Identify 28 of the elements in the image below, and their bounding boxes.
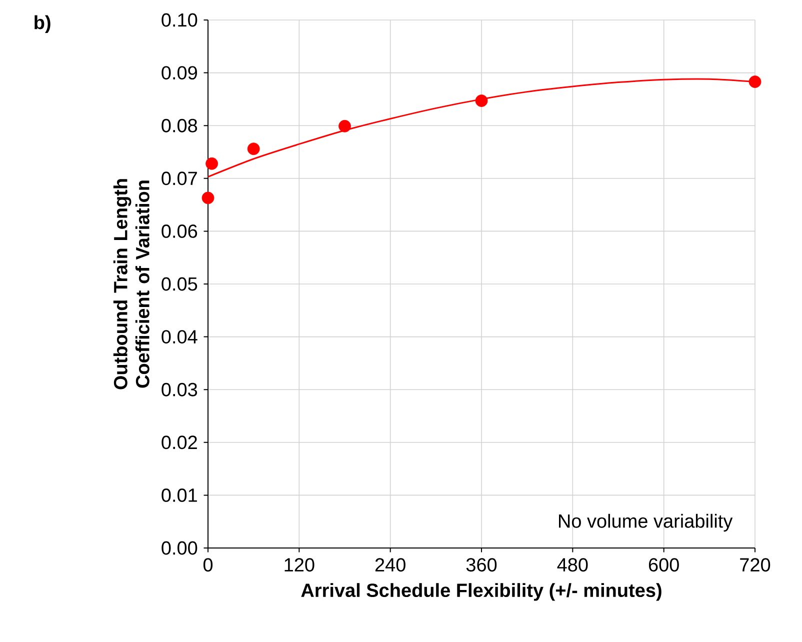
point	[338, 120, 351, 132]
y-tick-label: 0.04	[162, 330, 198, 344]
x-axis-title: Arrival Schedule Flexibility (+/- minutes)	[301, 583, 662, 601]
y-tick-label: 0.09	[162, 66, 197, 80]
annotation: No volume variability	[559, 514, 733, 532]
x-tick-label: 720	[740, 558, 770, 572]
point	[475, 94, 488, 107]
y-tick-label: 0.10	[162, 13, 198, 27]
x-tick-label: 600	[648, 558, 679, 572]
x-tick-label: 480	[557, 558, 588, 572]
point	[748, 76, 762, 88]
text: b)	[34, 15, 50, 34]
point	[247, 142, 260, 156]
y-axis-title: Outbound Train Length Coefficient of Variation	[113, 179, 150, 390]
x-tick-label: 360	[466, 558, 497, 572]
point	[202, 192, 214, 204]
y-tick-label: 0.05	[162, 277, 198, 291]
x-tick-label: 240	[375, 558, 406, 572]
y-tick-label: 0.06	[162, 224, 198, 238]
y-tick-label: 0.02	[162, 436, 197, 450]
x-tick-label: 120	[284, 558, 314, 572]
y-tick-label: 0.01	[162, 488, 197, 502]
y-tick-label: 0.07	[162, 172, 197, 186]
x-tick-label: 0	[203, 558, 213, 572]
y-tick-label: 0.00	[162, 541, 198, 555]
y-tick-label: 0.08	[162, 118, 198, 132]
y-tick-label: 0.03	[162, 382, 198, 396]
point	[206, 157, 218, 170]
